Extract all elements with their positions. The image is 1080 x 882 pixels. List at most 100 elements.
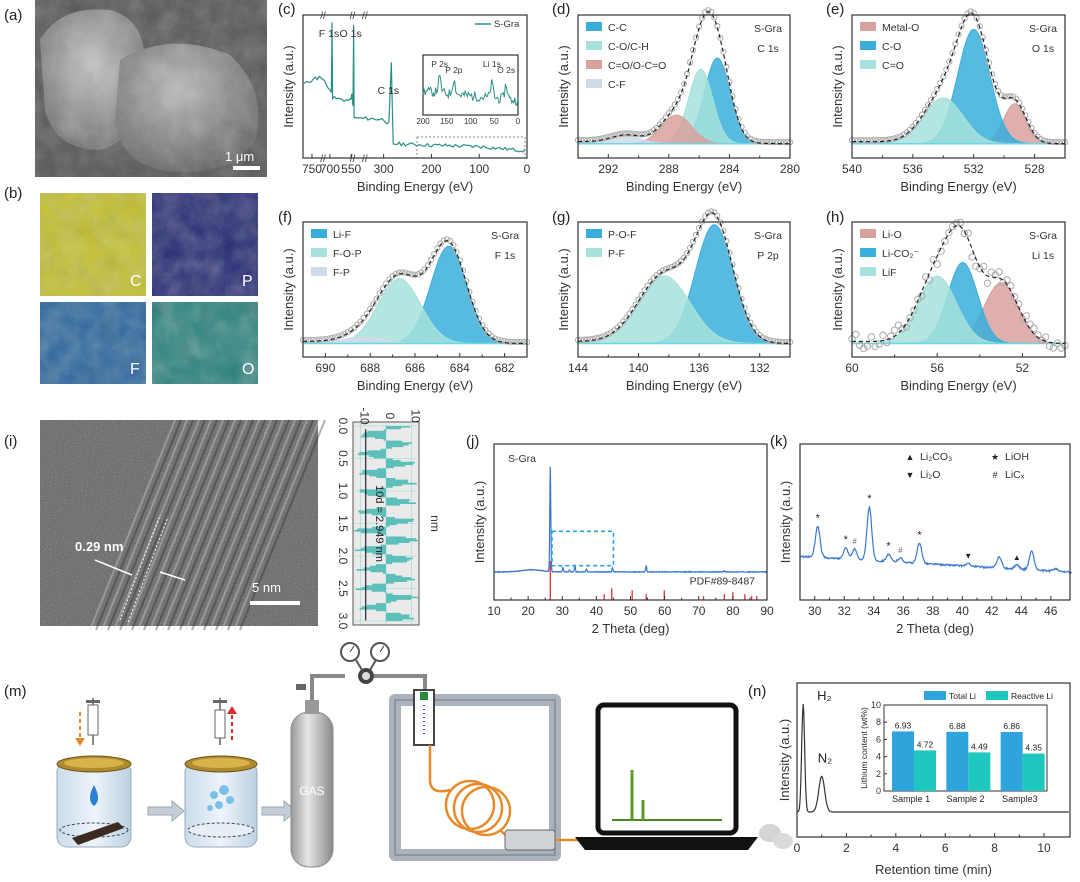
phase-marker: # (898, 546, 903, 555)
data-point (674, 95, 682, 103)
x-tick-label: 60 (845, 361, 859, 375)
gas-evolution-schematic: GAS (56, 642, 758, 868)
data-point (309, 336, 316, 344)
profile-intensity-tick: -10 (358, 407, 372, 425)
data-point (941, 237, 949, 245)
data-point (626, 310, 633, 317)
data-point (479, 321, 486, 329)
legend-label: C-C (608, 22, 627, 34)
data-point (689, 238, 697, 245)
axis-break-mark: // (362, 11, 368, 22)
data-point (1013, 95, 1020, 102)
data-point (968, 253, 976, 261)
legend-label: Li-O (882, 229, 902, 241)
legend-marker: ▲ (906, 452, 915, 462)
data-point (879, 136, 886, 144)
bar-value-label: 6.86 (1003, 721, 1020, 731)
x-tick-label: 42 (985, 604, 999, 618)
data-point (906, 314, 914, 322)
profile-axis-label: nm (428, 515, 442, 532)
scale-bar (250, 601, 300, 605)
panel-label-a: (a) (4, 7, 22, 24)
phase-marker: * (886, 541, 891, 553)
data-point (985, 59, 993, 66)
data-point (1049, 344, 1058, 352)
fit-envelope (852, 224, 1065, 344)
x-tick-label: 70 (692, 604, 706, 618)
annotation: S-Gra (491, 230, 519, 242)
phase-marker: # (852, 537, 857, 546)
data-point (587, 336, 594, 343)
arrow-right-icon (261, 799, 297, 823)
peak-label: N₂ (818, 750, 832, 765)
data-point (617, 321, 624, 328)
data-point (689, 46, 697, 54)
data-point (629, 306, 636, 313)
bar-total-li (1000, 732, 1023, 791)
data-point (702, 213, 709, 220)
data-point (867, 333, 876, 341)
y-axis-label: Intensity (a.u.) (472, 481, 487, 563)
data-point (590, 136, 597, 143)
category-label: Sample 2 (946, 794, 984, 804)
data-point (641, 287, 648, 294)
legend-swatch (860, 60, 876, 69)
x-tick-label: 20 (521, 604, 535, 618)
legend-label: C-O (882, 41, 901, 53)
data-point (735, 115, 742, 123)
data-point (599, 333, 606, 340)
data-point (641, 131, 648, 138)
data-point (708, 208, 715, 215)
data-point (671, 262, 679, 269)
x-tick-label: 690 (315, 361, 335, 375)
plot-frame (851, 14, 1066, 159)
legend-swatch (586, 22, 602, 31)
data-point (1026, 320, 1034, 328)
x-axis-label: Binding Energy (eV) (357, 378, 473, 393)
legend-swatch (586, 79, 602, 88)
peak-label: C 1s (377, 85, 399, 97)
survey-spectrum (303, 22, 526, 153)
x-tick-label: 36 (897, 604, 911, 618)
data-point (1007, 282, 1015, 290)
bar-value-label: 6.93 (895, 720, 912, 730)
scale-bar (233, 166, 260, 170)
data-point (605, 133, 612, 141)
legend-label: Li₂CO₃ (920, 451, 952, 463)
data-point (1030, 324, 1038, 332)
data-point (882, 136, 889, 143)
data-point (638, 131, 645, 138)
legend-label: Reactive Li (1011, 691, 1053, 701)
x-tick-label: 56 (931, 361, 945, 375)
y-tick-label: 10 (871, 700, 881, 710)
arrow-left (94, 559, 133, 576)
panel-label-h: (h) (826, 209, 844, 226)
data-point (888, 135, 895, 143)
x-tick-label: 6 (942, 841, 949, 855)
gas-chromatograph (389, 689, 600, 861)
data-point (720, 48, 727, 55)
bar-value-label: 6.88 (949, 721, 966, 731)
scale-bar-label: 1 μm (225, 149, 254, 164)
legend-swatch (860, 229, 876, 238)
data-point (360, 314, 367, 321)
legend-label: LiCₓ (1005, 469, 1025, 481)
y-axis-label: Intensity (a.u.) (556, 248, 571, 330)
lattice-profile-chart: 0.0 0.5 1.0 1.5 2.0 2.5 3.0 -10 0 10 10d = 2.949 n… (336, 407, 442, 629)
data-point (453, 248, 460, 255)
arrow-right (159, 571, 186, 581)
x-tick-label: 46 (1044, 604, 1058, 618)
data-point (741, 129, 748, 136)
data-point (1010, 293, 1019, 301)
data-point (367, 305, 374, 313)
data-point (596, 135, 603, 143)
data-point (475, 315, 483, 322)
legend-label: Total Li (949, 691, 976, 701)
data-point (614, 131, 621, 138)
data-point (921, 106, 929, 113)
data-point (876, 137, 883, 144)
plot-frame (851, 221, 1066, 358)
x-tick-label: 10 (1037, 841, 1051, 855)
data-point (392, 270, 399, 278)
x-tick-label: 60 (658, 604, 672, 618)
